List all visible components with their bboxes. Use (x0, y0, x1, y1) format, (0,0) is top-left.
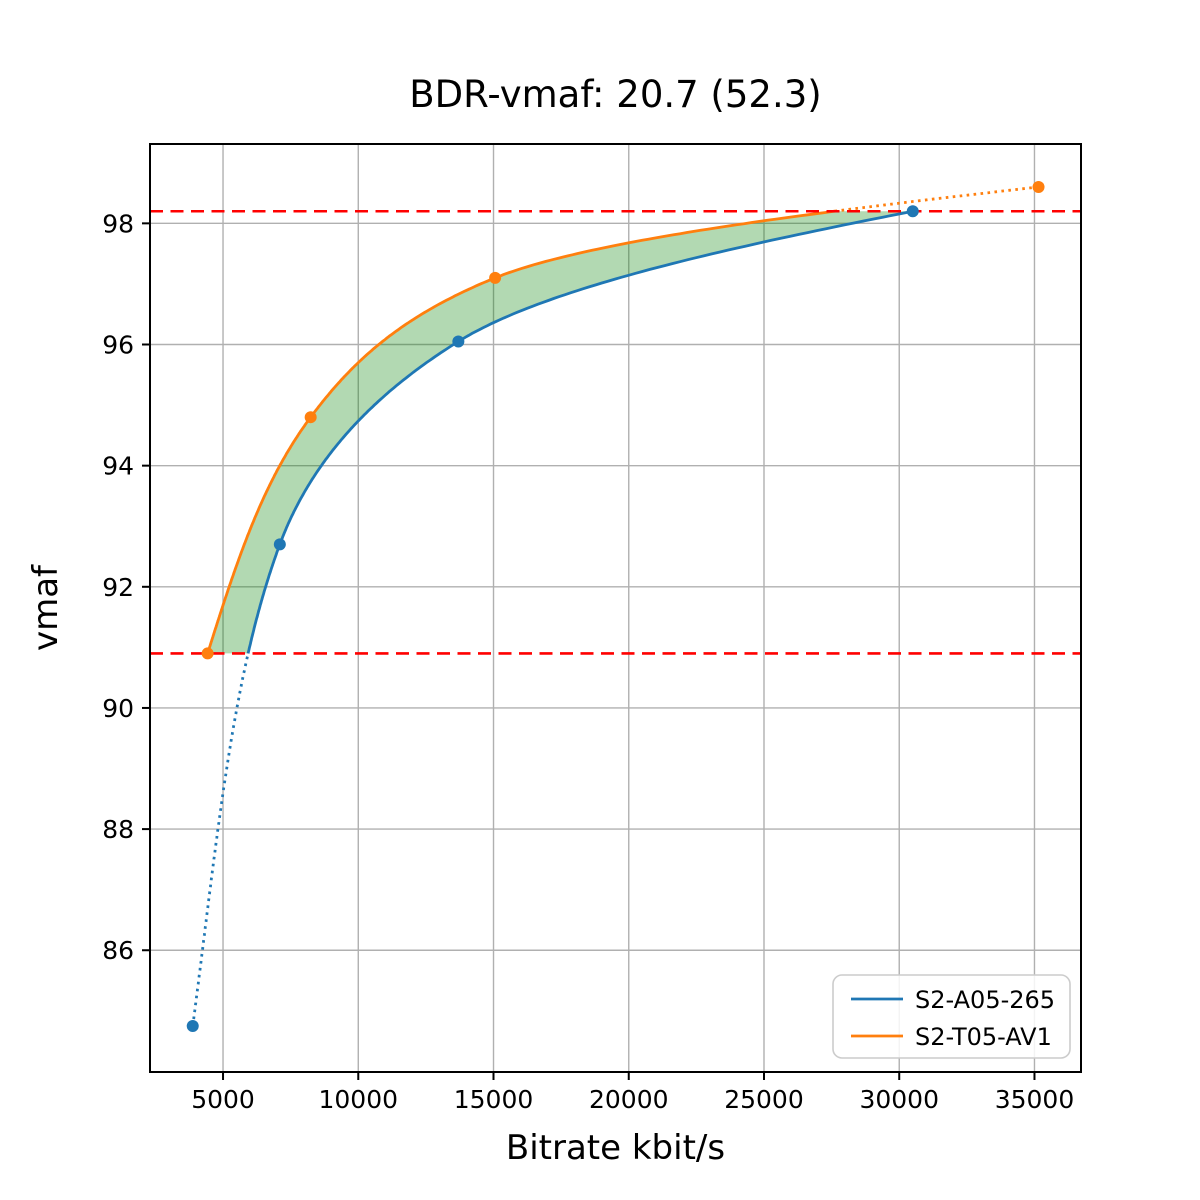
data-point-marker (906, 205, 919, 218)
series-markers-S2-T05-AV1 (201, 181, 1045, 660)
series-markers-S2-A05-265 (186, 205, 919, 1032)
y-tick-label: 94 (102, 452, 134, 481)
chart-title: BDR-vmaf: 20.7 (52.3) (409, 73, 822, 116)
x-tick-label: 10000 (319, 1085, 399, 1114)
y-tick-label: 96 (102, 331, 134, 360)
curve-solid (246, 209, 914, 654)
grid-lines (150, 144, 1081, 1072)
x-tick-label: 5000 (191, 1085, 255, 1114)
data-point-marker (273, 538, 286, 551)
data-point-marker (304, 411, 317, 424)
x-tick-label: 35000 (995, 1085, 1075, 1114)
axes-border (149, 143, 1082, 1073)
data-point-marker (452, 335, 465, 348)
data-point-marker (1032, 181, 1045, 194)
legend: S2-A05-265 S2-T05-AV1 (832, 974, 1071, 1059)
x-tick-label: 25000 (724, 1085, 804, 1114)
series-curve-S2-A05-265 (191, 209, 914, 1027)
y-tick-label: 92 (102, 573, 134, 602)
x-tick-label: 15000 (454, 1085, 534, 1114)
y-axis-ticks: 86 88 90 92 94 96 98 (102, 209, 150, 965)
x-axis-label: Bitrate kbit/s (505, 1128, 726, 1168)
data-point-marker (489, 271, 502, 284)
y-tick-label: 90 (102, 694, 134, 723)
y-tick-label: 88 (102, 815, 134, 844)
data-point-marker (186, 1019, 199, 1032)
y-axis-label: vmaf (26, 564, 66, 652)
curve-dotted-extrapolation (834, 185, 1039, 213)
x-axis-ticks: 5000 10000 15000 20000 25000 30000 35000 (191, 1072, 1074, 1114)
legend-label-S2-T05-AV1: S2-T05-AV1 (915, 1023, 1052, 1051)
legend-label-S2-A05-265: S2-A05-265 (915, 986, 1055, 1014)
y-tick-label: 86 (102, 936, 134, 965)
data-point-marker (201, 647, 214, 660)
curve-solid (206, 209, 835, 654)
x-tick-label: 20000 (589, 1085, 669, 1114)
curve-dotted-extrapolation (191, 653, 250, 1027)
y-tick-label: 98 (102, 209, 134, 238)
series-curve-S2-T05-AV1 (206, 185, 1039, 654)
x-tick-label: 30000 (859, 1085, 939, 1114)
